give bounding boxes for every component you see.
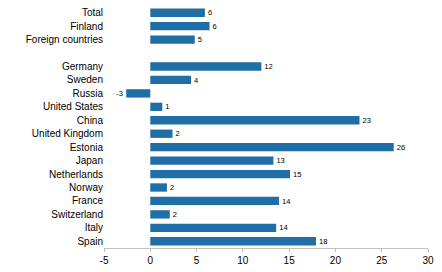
svg-text:Germany: Germany [62, 61, 103, 72]
svg-text:United States: United States [43, 101, 103, 112]
svg-text:13: 13 [276, 156, 284, 165]
svg-text:14: 14 [279, 223, 287, 232]
svg-text:20: 20 [330, 255, 342, 266]
svg-text:25: 25 [376, 255, 388, 266]
svg-text:China: China [77, 115, 104, 126]
svg-text:Finland: Finland [70, 21, 103, 32]
svg-text:Netherlands: Netherlands [49, 169, 103, 180]
svg-text:Switzerland: Switzerland [51, 209, 103, 220]
svg-text:2: 2 [170, 183, 174, 192]
svg-text:6: 6 [208, 8, 212, 17]
svg-text:Total: Total [82, 7, 103, 18]
svg-text:Spain: Spain [77, 236, 103, 247]
svg-text:15: 15 [293, 170, 301, 179]
svg-text:30: 30 [422, 255, 434, 266]
svg-text:Japan: Japan [76, 155, 103, 166]
svg-text:United Kingdom: United Kingdom [32, 128, 103, 139]
svg-text:4: 4 [194, 76, 198, 85]
svg-text:1: 1 [165, 102, 169, 111]
svg-text:Italy: Italy [85, 222, 103, 233]
svg-text:2: 2 [175, 129, 179, 138]
svg-text:5: 5 [198, 35, 202, 44]
svg-text:2: 2 [173, 210, 177, 219]
svg-text:France: France [72, 195, 104, 206]
svg-text:6: 6 [213, 22, 217, 31]
svg-text:-3: -3 [116, 89, 123, 98]
svg-text:14: 14 [282, 197, 290, 206]
svg-text:18: 18 [319, 237, 327, 246]
svg-text:-5: -5 [100, 255, 109, 266]
svg-text:10: 10 [237, 255, 249, 266]
svg-text:15: 15 [284, 255, 296, 266]
svg-text:Norway: Norway [69, 182, 103, 193]
svg-text:Foreign countries: Foreign countries [26, 34, 103, 45]
svg-text:12: 12 [264, 62, 272, 71]
svg-text:5: 5 [194, 255, 200, 266]
svg-text:Russia: Russia [72, 88, 103, 99]
svg-text:23: 23 [362, 116, 370, 125]
svg-text:0: 0 [148, 255, 154, 266]
svg-text:Estonia: Estonia [70, 142, 104, 153]
svg-text:Sweden: Sweden [67, 74, 103, 85]
svg-text:26: 26 [397, 143, 405, 152]
